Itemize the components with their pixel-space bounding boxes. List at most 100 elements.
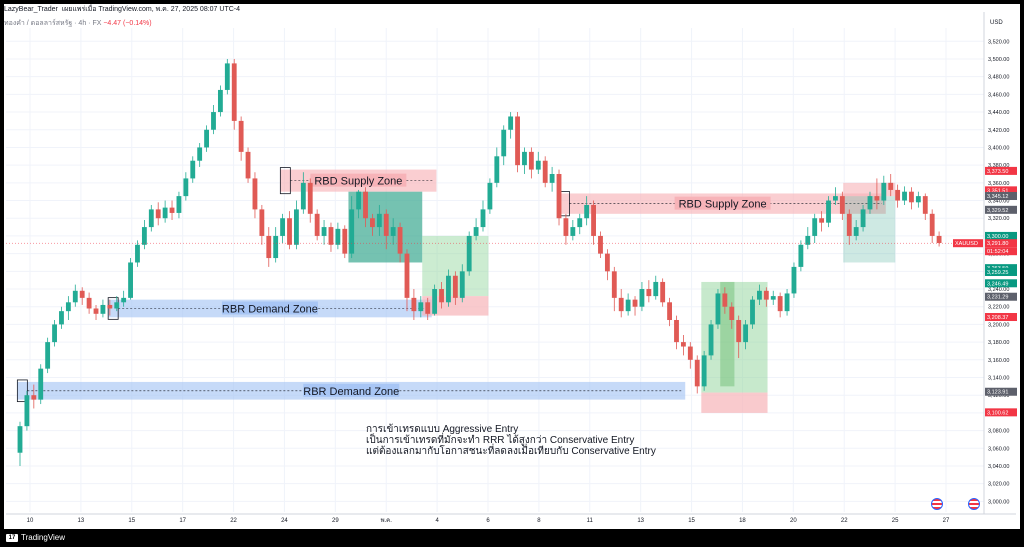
candle-body: [819, 218, 825, 223]
candle-body: [162, 207, 168, 219]
annotation-text: แต่ต้องแลกมากับโอกาสชนะที่ลดลงเมื่อเทียบ…: [366, 443, 656, 457]
y-tick-label: 3,320.00: [988, 216, 1009, 222]
price-tag: [985, 279, 1017, 288]
candle-body: [335, 228, 341, 245]
price-tag: [985, 408, 1017, 417]
candle-body: [280, 218, 286, 236]
zone-label-bg: [221, 301, 318, 315]
y-tick-label: 3,420.00: [988, 128, 1009, 134]
candle-body: [245, 151, 251, 179]
candle-body: [17, 426, 23, 453]
y-tick-label: 3,140.00: [988, 376, 1009, 382]
base-candle-box: [16, 379, 28, 403]
candle-body: [743, 324, 749, 343]
candle-body: [363, 191, 368, 219]
candle-body: [356, 191, 362, 210]
candle-body: [266, 235, 272, 259]
candle-body: [155, 209, 161, 219]
candle-body: [473, 227, 479, 236]
x-tick-label: พ.ค.: [381, 517, 393, 524]
candle-body: [328, 227, 334, 245]
y-tick-label: 3,080.00: [988, 429, 1009, 435]
candle-body: [888, 182, 894, 190]
candle-body: [321, 227, 327, 236]
price-tag: [985, 186, 1017, 195]
candle-body: [833, 196, 838, 201]
candle-body: [784, 293, 790, 312]
candle-body: [293, 209, 299, 245]
y-tick-label: 3,380.00: [988, 163, 1009, 169]
currency-label: USD: [990, 20, 1003, 26]
candle-body: [273, 235, 279, 259]
position-box: [422, 296, 489, 316]
candle-body: [114, 302, 120, 309]
y-tick-label: 3,460.00: [988, 92, 1009, 98]
candle-body: [38, 368, 44, 400]
candle-body: [902, 191, 907, 201]
symbol-tag: [953, 239, 983, 248]
candle-body: [135, 244, 140, 263]
zone-label: RBR Demand Zone: [222, 303, 318, 315]
candle-body: [508, 116, 514, 130]
candle-body: [777, 296, 783, 312]
candle-body: [72, 290, 78, 303]
price-tag: [985, 231, 1017, 240]
candle-body: [300, 182, 306, 210]
x-tick-label: 29: [332, 518, 339, 524]
candle-body: [577, 218, 583, 228]
candle-body: [522, 151, 527, 166]
x-tick-label: 8: [537, 518, 541, 524]
published-text: เผยแพร่เมื่อ TradingView.com, พ.ค. 27, 2…: [61, 6, 241, 13]
candle-body: [459, 271, 465, 298]
price-tag-label: 3,123.91: [987, 390, 1008, 396]
candle-body: [425, 302, 431, 314]
candle-body: [528, 151, 534, 170]
candle-body: [694, 359, 700, 387]
candle-body: [446, 275, 451, 303]
tradingview-brand[interactable]: 17 TradingView: [6, 533, 65, 542]
candle-body: [770, 296, 776, 300]
candle-body: [31, 395, 37, 400]
candle-body: [687, 346, 693, 360]
candle-body: [141, 227, 147, 245]
candle-body: [701, 355, 707, 387]
candle-body: [812, 218, 818, 236]
x-tick-label: 20: [790, 518, 797, 524]
x-tick-label: 24: [281, 518, 288, 524]
candle-body: [846, 213, 852, 236]
tradingview-logo-icon: 17: [6, 533, 18, 542]
candle-body: [549, 173, 555, 183]
candle-body: [591, 204, 596, 236]
candle-body: [632, 299, 638, 307]
price-tag: [985, 267, 1017, 276]
candle-body: [660, 281, 666, 303]
candle-body: [556, 173, 562, 219]
candle-body: [729, 306, 735, 320]
candle-body: [197, 147, 203, 161]
candle-body: [307, 182, 313, 214]
candle-body: [680, 342, 686, 347]
candle-body: [604, 253, 610, 272]
candle-body: [515, 116, 520, 166]
candle-body: [86, 297, 92, 309]
candle-body: [853, 227, 859, 236]
x-tick-label: 15: [128, 518, 135, 524]
position-box: [701, 392, 768, 413]
candle-body: [646, 289, 652, 297]
author-name[interactable]: LazyBear_Trader: [4, 6, 58, 13]
x-tick-label: 11: [587, 518, 594, 524]
position-box: [843, 182, 896, 197]
chart-frame: [4, 4, 1020, 529]
candle-body: [625, 299, 631, 312]
price-tag-label: 3,100.62: [987, 410, 1008, 416]
x-tick-label: 22: [230, 518, 237, 524]
candle-body: [238, 120, 244, 152]
price-tag-label: 3,373.50: [987, 169, 1008, 175]
candle-body: [674, 319, 679, 343]
candle-body: [231, 63, 237, 121]
symbol-tag-label: XAUUSD: [955, 241, 978, 247]
candle-body: [750, 299, 755, 325]
x-tick-label: 4: [435, 518, 439, 524]
candle-body: [176, 196, 182, 213]
